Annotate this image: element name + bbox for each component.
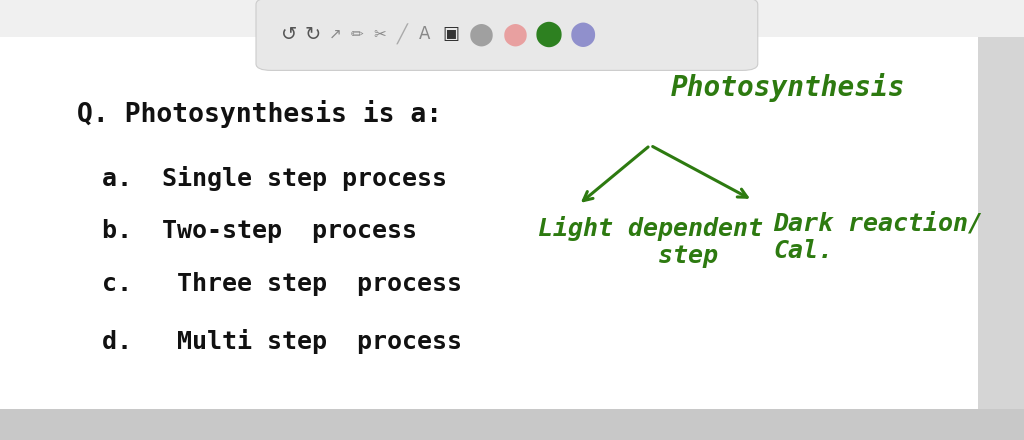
- Text: ⬤: ⬤: [535, 22, 563, 47]
- Text: ✂: ✂: [374, 27, 386, 42]
- FancyBboxPatch shape: [0, 37, 978, 409]
- Text: ⬤: ⬤: [469, 23, 494, 45]
- Text: ╱: ╱: [397, 24, 408, 45]
- Text: Q. Photosynthesis is a:: Q. Photosynthesis is a:: [77, 100, 442, 128]
- Text: ▣: ▣: [442, 26, 459, 43]
- Text: ⬤: ⬤: [569, 22, 596, 47]
- FancyBboxPatch shape: [0, 409, 1024, 440]
- Text: Dark reaction/
Cal.: Dark reaction/ Cal.: [773, 211, 983, 263]
- Text: A: A: [419, 26, 431, 43]
- FancyBboxPatch shape: [256, 0, 758, 70]
- Text: Photosynthesis: Photosynthesis: [671, 73, 905, 103]
- Text: a.  Single step process: a. Single step process: [102, 166, 447, 191]
- Text: b.  Two-step  process: b. Two-step process: [102, 219, 418, 243]
- Text: c.   Three step  process: c. Three step process: [102, 272, 463, 296]
- Text: ✏: ✏: [351, 27, 364, 42]
- Text: Light dependent
        step: Light dependent step: [538, 216, 763, 268]
- Text: ↗: ↗: [329, 27, 341, 42]
- Text: ↻: ↻: [304, 25, 321, 44]
- Text: d.   Multi step  process: d. Multi step process: [102, 329, 463, 353]
- Text: ↺: ↺: [281, 25, 297, 44]
- FancyBboxPatch shape: [978, 37, 1024, 409]
- Text: ⬤: ⬤: [503, 23, 527, 45]
